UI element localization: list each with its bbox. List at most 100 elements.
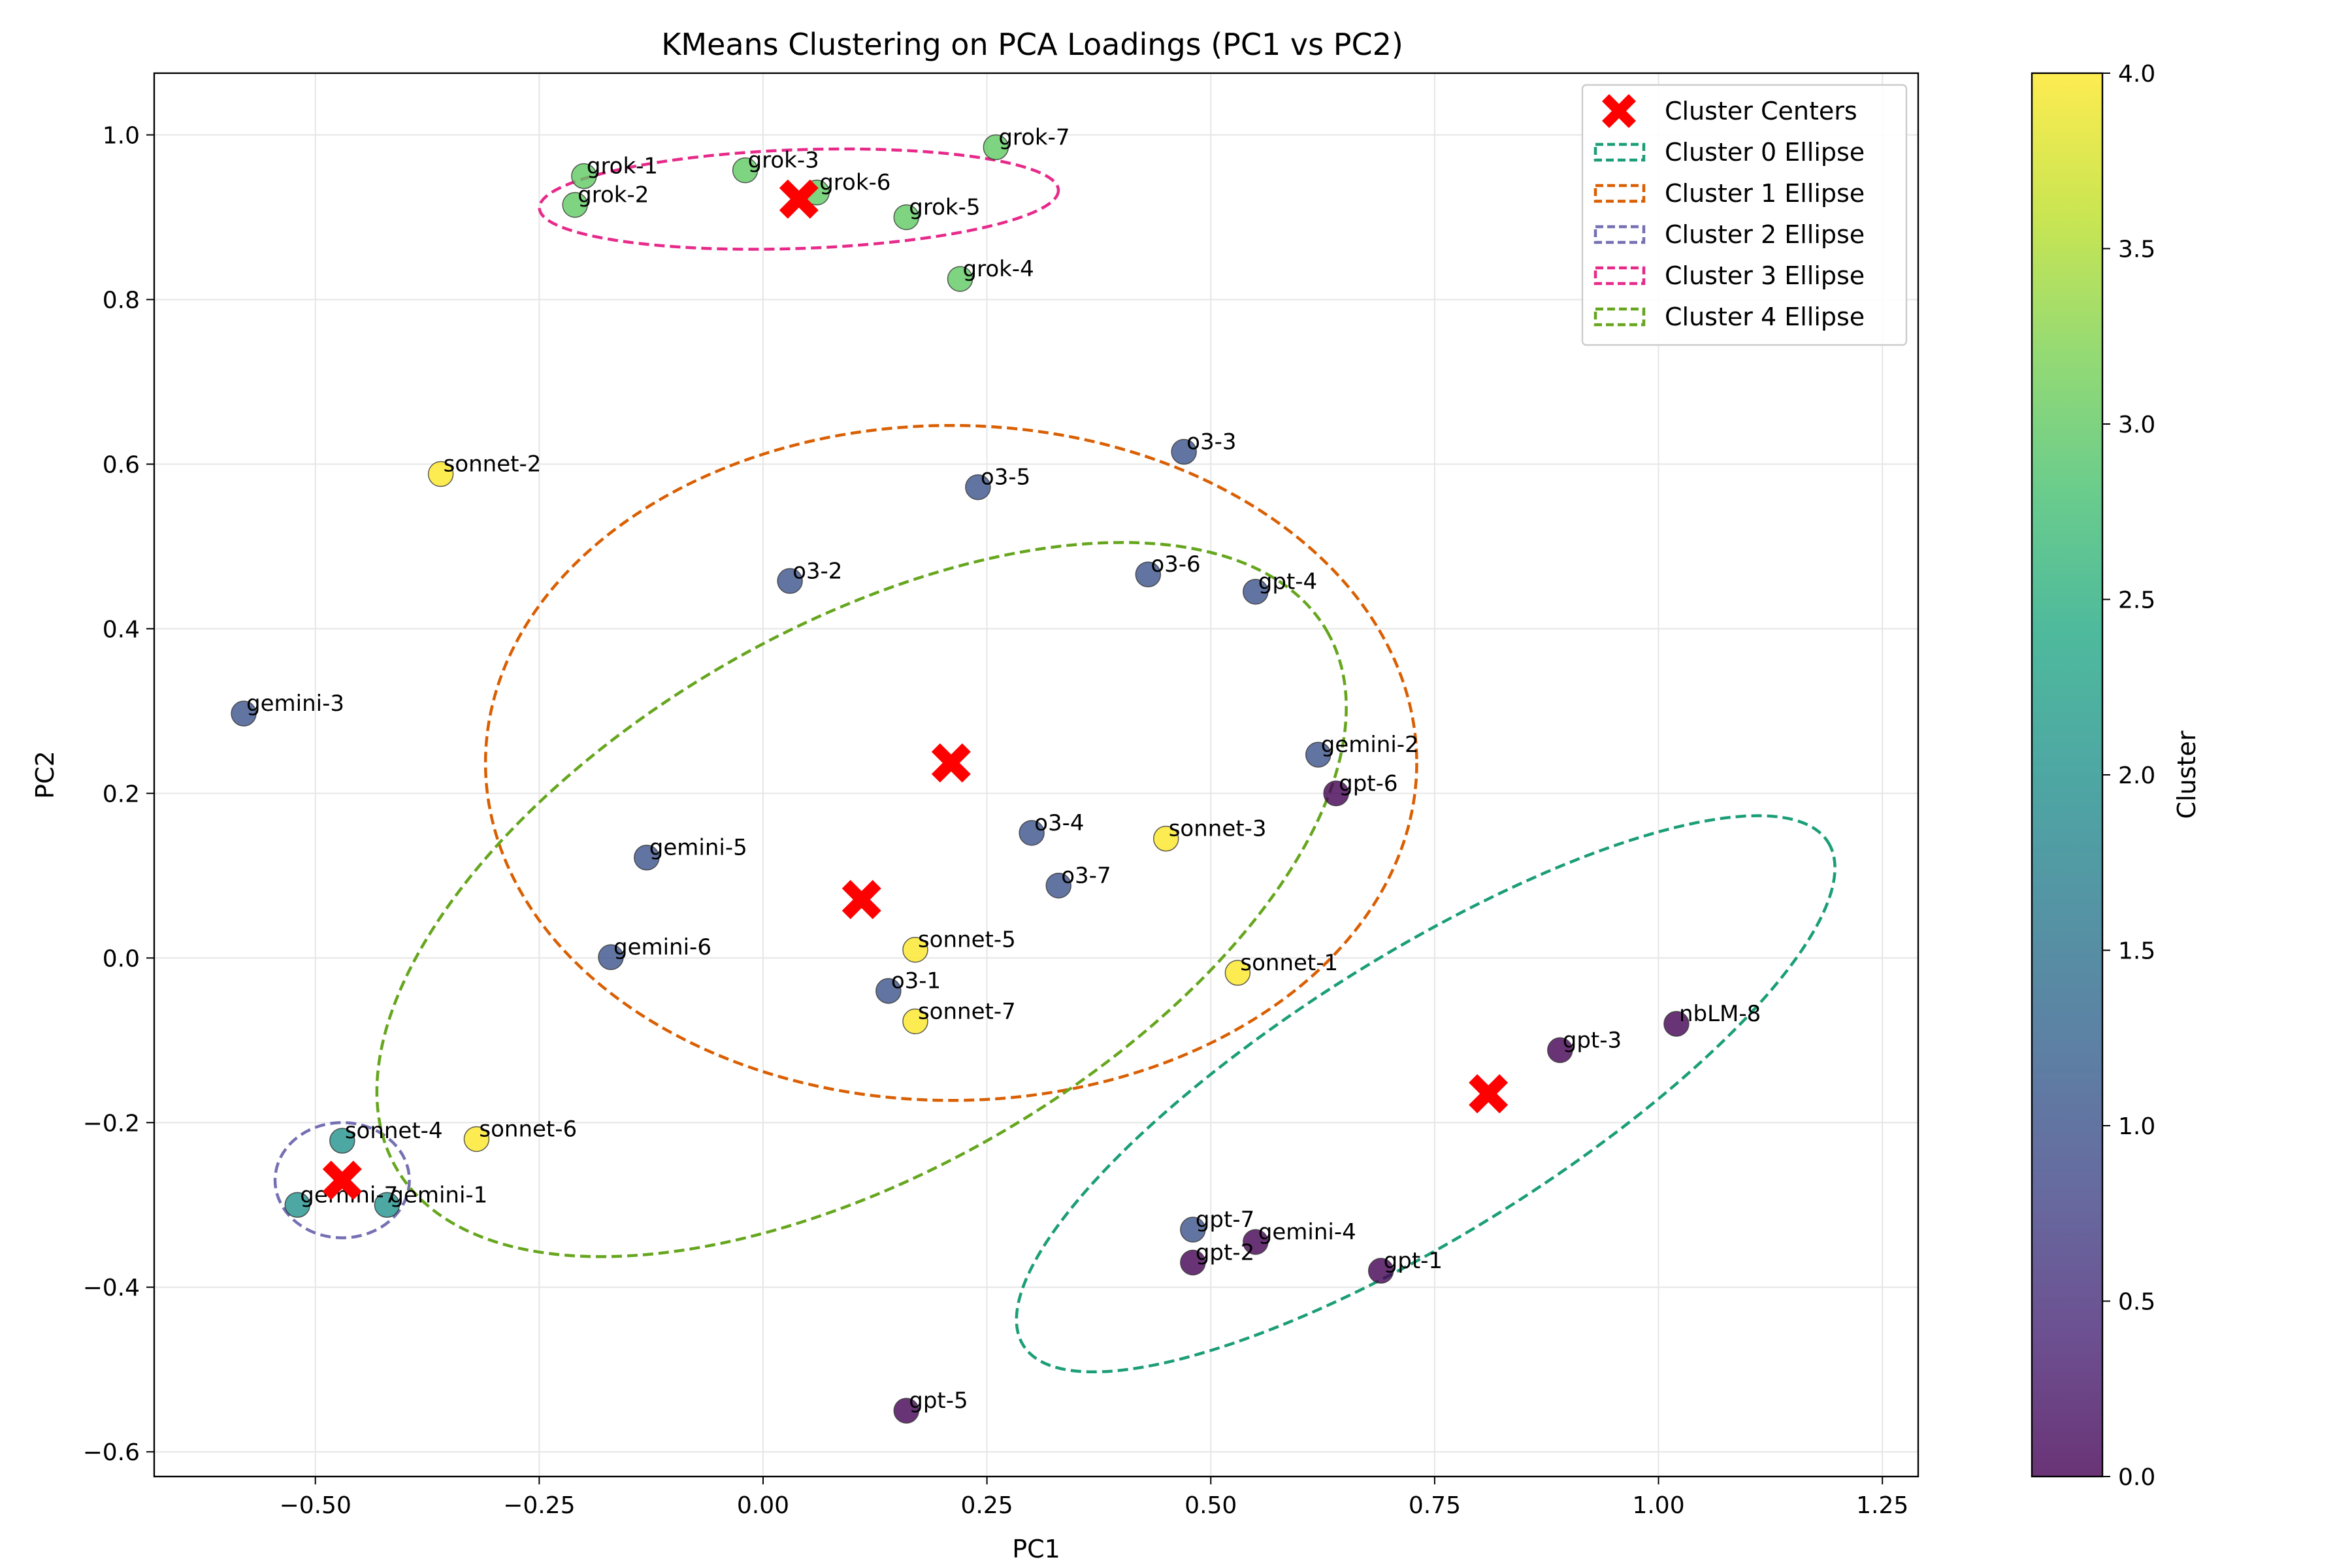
colorbar-tick-label: 2.5 xyxy=(2118,587,2155,614)
point-label-sonnet-4: sonnet-4 xyxy=(345,1118,443,1144)
point-label-o3-7: o3-7 xyxy=(1061,862,1111,889)
x-tick-label: 0.25 xyxy=(961,1492,1013,1519)
colorbar-tick-label: 0.5 xyxy=(2118,1289,2155,1316)
grid-lines xyxy=(154,73,1918,1477)
y-tick-label: −0.2 xyxy=(83,1110,140,1137)
cluster-4-ellipse xyxy=(375,541,1348,1258)
y-tick-label: −0.6 xyxy=(83,1439,140,1466)
data-point-sonnet-7 xyxy=(902,1008,928,1035)
data-point-gpt-7 xyxy=(1180,1217,1206,1243)
point-label-sonnet-3: sonnet-3 xyxy=(1169,816,1267,842)
cluster-4-center xyxy=(841,879,881,919)
plot-frame xyxy=(153,72,1919,1478)
data-point-sonnet-2 xyxy=(427,461,454,487)
data-point-grok-4 xyxy=(947,266,973,292)
cluster-centers xyxy=(322,179,1509,1200)
data-point-grok-7 xyxy=(983,134,1009,161)
legend-ellipse-swatch-4 xyxy=(1593,307,1646,327)
data-point-gemini-7 xyxy=(284,1192,311,1218)
colorbar-ticks: 0.0 0.5 1.0 1.5 2.0 2.5 3.0 3.5 4.0 xyxy=(2102,61,2155,1491)
point-label-o3-2: o3-2 xyxy=(792,558,842,584)
cluster-3-center xyxy=(779,179,819,219)
colorbar-tick-label: 0.0 xyxy=(2118,1464,2155,1491)
cluster-3-ellipse xyxy=(538,147,1060,251)
legend-ellipse-swatch-0 xyxy=(1593,142,1646,162)
point-label-gpt-5: gpt-5 xyxy=(909,1388,968,1414)
point-label-gemini-1: gemini-1 xyxy=(389,1182,487,1208)
point-label-gemini-5: gemini-5 xyxy=(649,835,747,861)
y-tick-label: −0.4 xyxy=(83,1275,140,1301)
colorbar-gradient xyxy=(2031,72,2104,1478)
point-label-sonnet-5: sonnet-5 xyxy=(918,927,1016,953)
data-point-sonnet-5 xyxy=(902,936,928,963)
x-tick-label: −0.25 xyxy=(503,1492,575,1519)
data-point-o3-1 xyxy=(875,977,902,1004)
data-point-gemini-4 xyxy=(1243,1229,1269,1255)
point-label-sonnet-1: sonnet-1 xyxy=(1240,950,1338,976)
point-label-o3-3: o3-3 xyxy=(1186,429,1236,455)
point-label-o3-6: o3-6 xyxy=(1151,551,1200,578)
x-axis-label: PC1 xyxy=(1012,1535,1060,1563)
data-point-gemini-3 xyxy=(231,700,257,727)
legend-entry-label: Cluster 4 Ellipse xyxy=(1665,302,1865,331)
y-tick-label: 1.0 xyxy=(103,122,140,149)
cluster-1-ellipse xyxy=(483,423,1418,1102)
data-point-nbLM-8 xyxy=(1663,1011,1690,1037)
cluster-0-center xyxy=(1469,1074,1509,1114)
data-point-sonnet-4 xyxy=(329,1128,355,1154)
data-point-grok-1 xyxy=(571,163,597,189)
point-label-gpt-1: gpt-1 xyxy=(1384,1248,1443,1274)
legend-ellipse-swatch-2 xyxy=(1593,225,1646,244)
x-tick-label: 0.50 xyxy=(1184,1492,1237,1519)
point-label-grok-2: grok-2 xyxy=(578,182,649,208)
legend-center-marker xyxy=(1602,94,1636,128)
colorbar-tick-label: 4.0 xyxy=(2118,61,2155,88)
legend-ellipse-swatch-1 xyxy=(1593,184,1646,203)
x-tick-label: 0.75 xyxy=(1409,1492,1461,1519)
y-tick-label: 0.4 xyxy=(103,616,140,643)
point-label-grok-7: grok-7 xyxy=(998,124,1070,150)
data-point-o3-6 xyxy=(1135,561,1162,587)
legend-entry-label: Cluster 0 Ellipse xyxy=(1665,138,1865,167)
y-axis-label: PC2 xyxy=(31,751,59,799)
data-point-gpt-4 xyxy=(1243,578,1269,605)
data-point-grok-2 xyxy=(562,191,588,218)
cluster-1-center xyxy=(931,743,971,783)
point-label-gpt-2: gpt-2 xyxy=(1196,1239,1254,1266)
data-point-gemini-5 xyxy=(634,844,660,871)
data-point-gpt-2 xyxy=(1180,1249,1206,1276)
y-axis-ticks: −0.6 −0.4 −0.2 0.0 0.2 0.4 0.6 0.8 1.0 xyxy=(83,122,154,1466)
x-tick-label: 0.00 xyxy=(737,1492,789,1519)
y-tick-label: 0.2 xyxy=(103,781,140,808)
point-label-o3-5: o3-5 xyxy=(981,465,1030,491)
data-point-gpt-5 xyxy=(893,1397,920,1424)
colorbar-tick-label: 1.0 xyxy=(2118,1113,2155,1140)
point-label-gpt-4: gpt-4 xyxy=(1258,569,1317,595)
point-label-gpt-3: gpt-3 xyxy=(1563,1027,1622,1053)
colorbar-tick-label: 2.0 xyxy=(2118,762,2155,789)
data-point-o3-5 xyxy=(965,474,991,500)
data-point-gpt-1 xyxy=(1367,1258,1394,1284)
y-tick-label: 0.8 xyxy=(103,287,140,314)
point-label-gemini-6: gemini-6 xyxy=(613,934,711,960)
legend-entry-label: Cluster 2 Ellipse xyxy=(1665,220,1865,249)
legend-box xyxy=(1581,84,1908,346)
legend: Cluster Centers Cluster 0 Ellipse Cluster … xyxy=(1581,84,1908,346)
point-label-grok-1: grok-1 xyxy=(587,153,658,179)
point-label-grok-3: grok-3 xyxy=(748,148,819,174)
data-point-o3-2 xyxy=(777,568,803,595)
legend-ellipse-swatch-3 xyxy=(1593,266,1646,286)
x-tick-label: −0.50 xyxy=(280,1492,351,1519)
data-point-gemini-2 xyxy=(1305,742,1331,768)
cluster-2-ellipse xyxy=(273,1121,411,1239)
cluster-0-ellipse xyxy=(1015,814,1837,1374)
data-point-o3-3 xyxy=(1171,438,1197,465)
chart-title: KMeans Clustering on PCA Loadings (PC1 v… xyxy=(661,27,1403,62)
x-axis-ticks: −0.50 −0.25 0.00 0.25 0.50 0.75 1.00 1.25 xyxy=(280,1477,1908,1519)
point-label-gpt-7: gpt-7 xyxy=(1196,1207,1254,1233)
point-label-sonnet-2: sonnet-2 xyxy=(444,451,542,478)
point-label-nbLM-8: nbLM-8 xyxy=(1679,1001,1761,1027)
data-point-o3-4 xyxy=(1019,820,1045,846)
point-label-gemini-4: gemini-4 xyxy=(1258,1219,1356,1245)
